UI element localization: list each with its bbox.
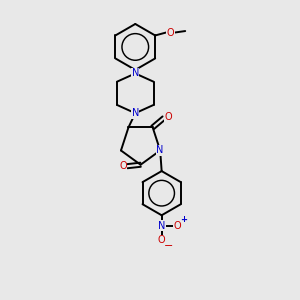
Text: O: O: [158, 235, 166, 245]
Text: O: O: [173, 220, 181, 231]
Text: N: N: [132, 108, 139, 118]
Text: N: N: [158, 220, 165, 231]
Text: O: O: [164, 112, 172, 122]
Text: N: N: [132, 68, 139, 78]
Text: O: O: [167, 28, 174, 38]
Text: N: N: [157, 146, 164, 155]
Text: +: +: [180, 215, 187, 224]
Text: −: −: [164, 241, 173, 251]
Text: O: O: [119, 161, 127, 171]
